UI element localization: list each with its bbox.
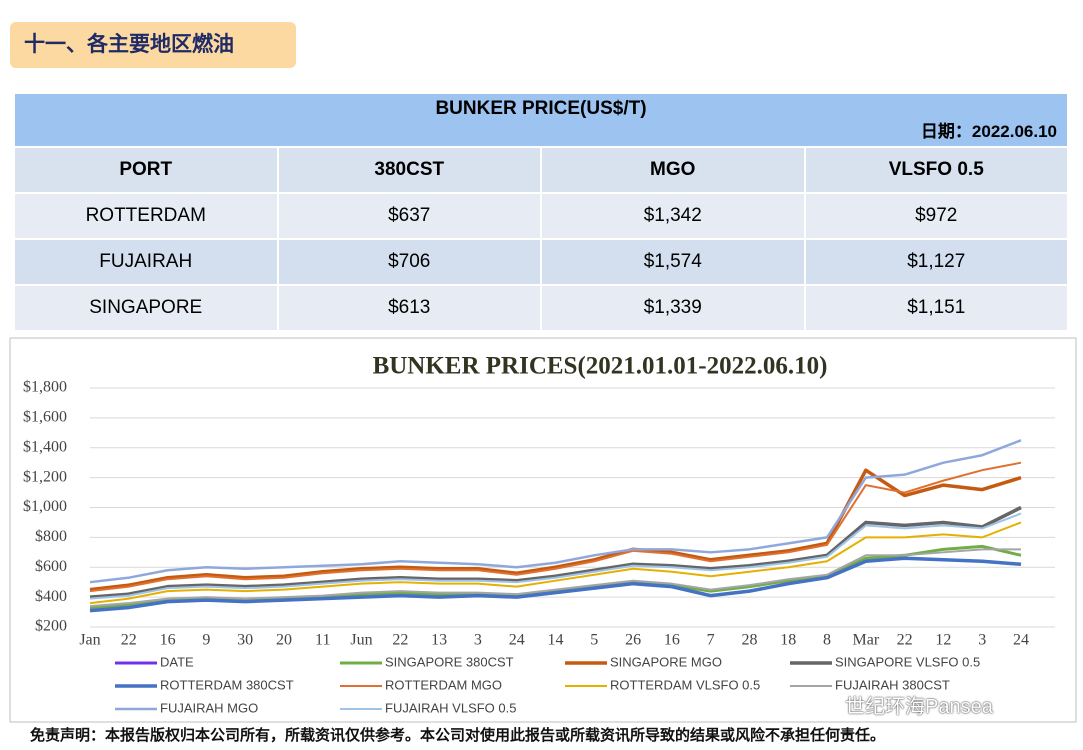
legend-label: DATE (160, 654, 194, 669)
table-cell: $613 (278, 286, 540, 330)
x-tick-label: 18 (780, 632, 796, 649)
column-header: MGO (542, 148, 804, 192)
series-line (89, 468, 1022, 592)
y-tick-label: $1,600 (23, 409, 67, 426)
series-line (89, 505, 1022, 599)
chart-title: BUNKER PRICES(2021.01.01-2022.06.10) (373, 353, 828, 380)
series-line (89, 461, 1022, 593)
x-tick-label: 9 (202, 632, 210, 649)
table-title: BUNKER PRICE(US$/T) (435, 98, 647, 119)
watermark: 世纪环海Pansea (845, 696, 993, 718)
column-header: PORT (15, 148, 277, 192)
table-date: 日期：2022.06.10 (920, 122, 1057, 141)
x-tick-label: 22 (121, 632, 137, 649)
chart-frame (9, 337, 1077, 723)
x-tick-label: Jun (350, 632, 372, 649)
table-cell: FUJAIRAH (15, 240, 277, 284)
table-title-cell: BUNKER PRICE(US$/T) 日期：2022.06.10 (15, 94, 1067, 146)
legend-label: ROTTERDAM VLSFO 0.5 (610, 677, 760, 692)
x-tick-label: 16 (664, 632, 680, 649)
x-tick-label: 7 (707, 632, 715, 649)
y-tick-label: $1,400 (23, 438, 67, 455)
series-line (89, 439, 1022, 584)
header-row: PORT 380CST MGO VLSFO 0.5 (15, 148, 1067, 192)
x-tick-label: 30 (237, 632, 253, 649)
y-tick-label: $1,000 (23, 498, 67, 515)
x-tick-label: 16 (160, 632, 176, 649)
legend-label: SINGAPORE MGO (610, 654, 722, 669)
series-line (89, 548, 1021, 608)
table-row: SINGAPORE $613 $1,339 $1,151 (15, 286, 1067, 330)
x-tick-label: 14 (548, 632, 564, 649)
series-line (89, 512, 1022, 600)
table-cell: $1,127 (805, 240, 1067, 284)
x-tick-label: 13 (431, 632, 447, 649)
table-cell: $1,339 (542, 286, 804, 330)
series-line (89, 521, 1022, 605)
x-tick-label: 24 (509, 632, 525, 649)
x-tick-label: 22 (392, 632, 408, 649)
x-tick-label: 5 (590, 632, 598, 649)
x-tick-label: 12 (935, 632, 951, 649)
x-tick-label: 20 (276, 632, 292, 649)
table-cell: $1,342 (542, 194, 804, 238)
y-tick-label: $600 (35, 558, 67, 575)
x-tick-label: 28 (741, 632, 757, 649)
legend-label: FUJAIRAH MGO (160, 700, 258, 715)
disclaimer: 免责声明：本报告版权归本公司所有，所载资讯仅供参考。本公司对使用此报告或所载资讯… (30, 726, 886, 744)
x-tick-label: Jan (79, 632, 100, 649)
legend-label: SINGAPORE 380CST (385, 654, 514, 669)
table-cell: $972 (805, 194, 1067, 238)
table-cell: ROTTERDAM (15, 194, 277, 238)
table-cell: $1,574 (542, 240, 804, 284)
table-cell: $637 (278, 194, 540, 238)
legend-label: ROTTERDAM MGO (385, 677, 502, 692)
legend-label: FUJAIRAH VLSFO 0.5 (385, 700, 516, 715)
column-header: 380CST (278, 148, 540, 192)
series-line (89, 556, 1022, 613)
y-tick-label: $400 (35, 588, 67, 605)
x-tick-label: 3 (978, 632, 986, 649)
table-row: FUJAIRAH $706 $1,574 $1,127 (15, 240, 1067, 284)
table-row: ROTTERDAM $637 $1,342 $972 (15, 194, 1067, 238)
y-tick-label: $1,200 (23, 468, 67, 485)
table-cell: $1,151 (805, 286, 1067, 330)
y-tick-label: $200 (35, 618, 67, 635)
x-tick-label: 11 (315, 632, 330, 649)
x-tick-label: 8 (823, 632, 831, 649)
column-header: VLSFO 0.5 (805, 148, 1067, 192)
x-tick-label: Mar (853, 632, 880, 649)
y-tick-label: $800 (35, 528, 67, 545)
price-table: BUNKER PRICE(US$/T) 日期：2022.06.10 PORT 38… (13, 92, 1069, 332)
legend-label: FUJAIRAH 380CST (835, 677, 950, 692)
table-cell: $706 (278, 240, 540, 284)
section-title: 十一、各主要地区燃油 (10, 22, 296, 68)
x-tick-label: 26 (625, 632, 641, 649)
legend-label: SINGAPORE VLSFO 0.5 (835, 654, 980, 669)
table-cell: SINGAPORE (15, 286, 277, 330)
x-tick-label: 22 (897, 632, 913, 649)
legend-label: ROTTERDAM 380CST (160, 677, 294, 692)
x-tick-label: 3 (474, 632, 482, 649)
y-tick-label: $1,800 (23, 379, 67, 396)
x-tick-label: 24 (1013, 632, 1029, 649)
